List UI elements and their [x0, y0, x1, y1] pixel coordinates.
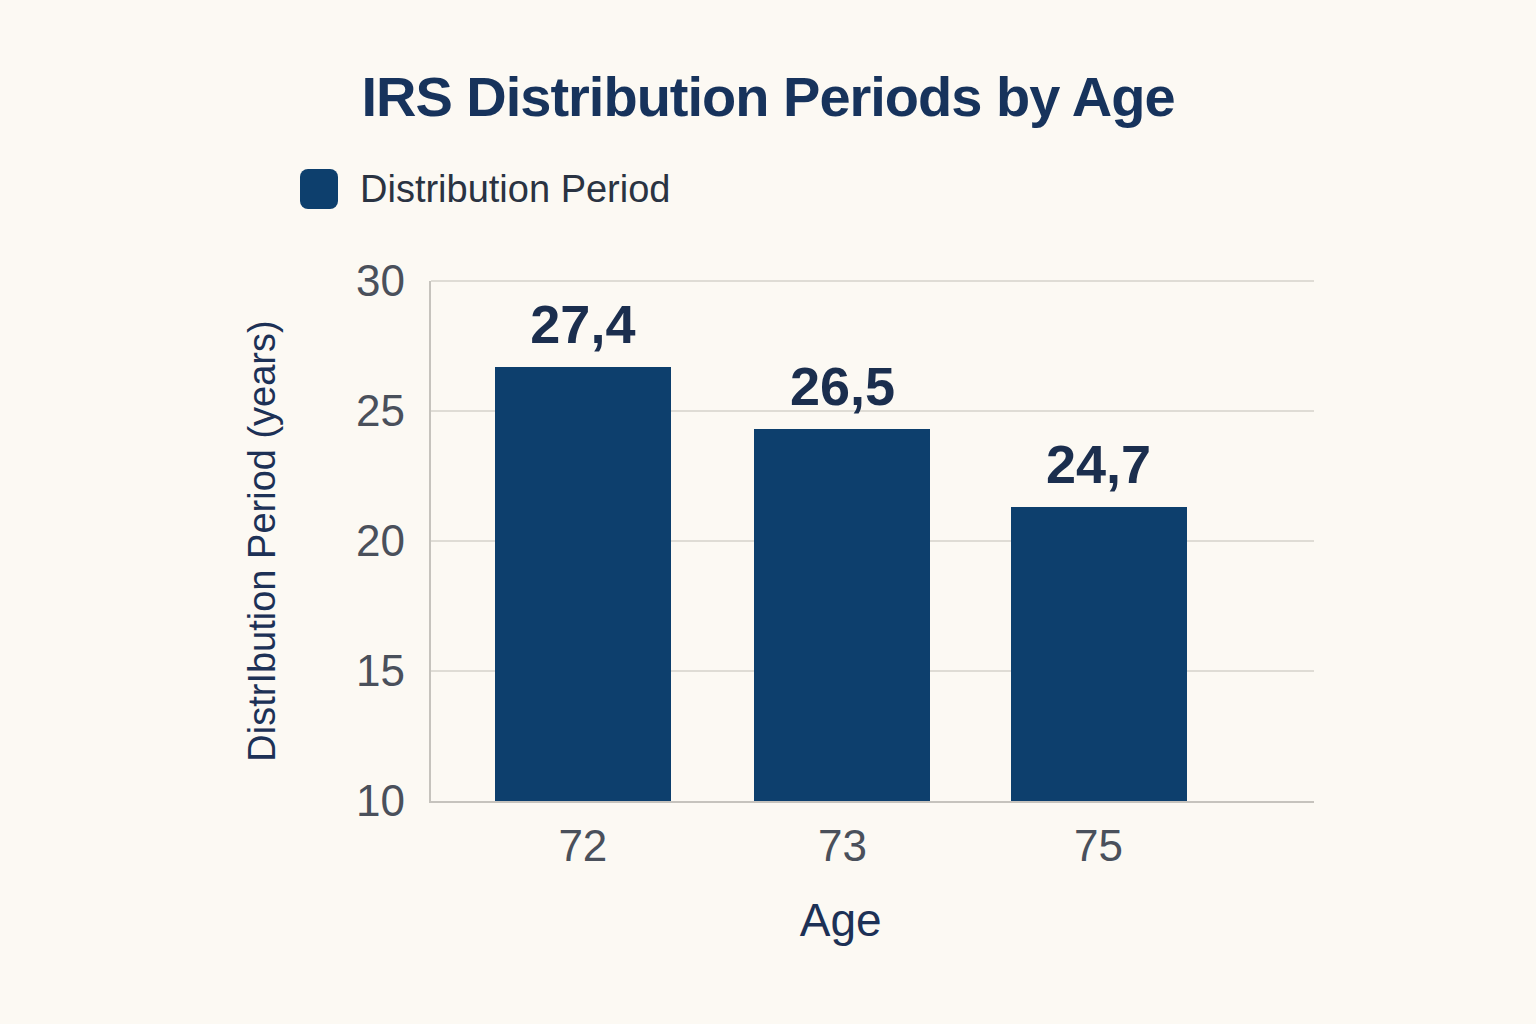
- x-tick-label: 72: [558, 821, 607, 871]
- legend: Distribution Period: [300, 166, 670, 212]
- y-tick-label: 10: [356, 778, 405, 824]
- gridline: [431, 280, 1314, 282]
- plot-area: 27,47226,57324,775Age: [429, 281, 1314, 803]
- y-tick-label: 15: [356, 648, 405, 694]
- y-tick-label: 30: [356, 258, 405, 304]
- chart-canvas: IRS Distribution Periods by Age Distribu…: [0, 0, 1536, 1024]
- bar-value-label: 27,4: [530, 293, 635, 355]
- x-axis-title: Age: [800, 893, 882, 947]
- x-tick-label: 75: [1074, 821, 1123, 871]
- y-axis-title: DistrIbution Period (years): [236, 281, 288, 801]
- legend-swatch-icon: [300, 169, 338, 209]
- y-tick-label: 25: [356, 388, 405, 434]
- bar-75: [1011, 507, 1187, 801]
- bar-73: [754, 429, 930, 801]
- bar-72: [495, 367, 671, 801]
- y-axis-ticks: 3025201510: [300, 281, 405, 801]
- bar-value-label: 24,7: [1046, 433, 1151, 495]
- legend-label: Distribution Period: [360, 168, 670, 211]
- bar-value-label: 26,5: [790, 355, 895, 417]
- chart-title: IRS Distribution Periods by Age: [0, 64, 1536, 129]
- y-tick-label: 20: [356, 518, 405, 564]
- x-tick-label: 73: [818, 821, 867, 871]
